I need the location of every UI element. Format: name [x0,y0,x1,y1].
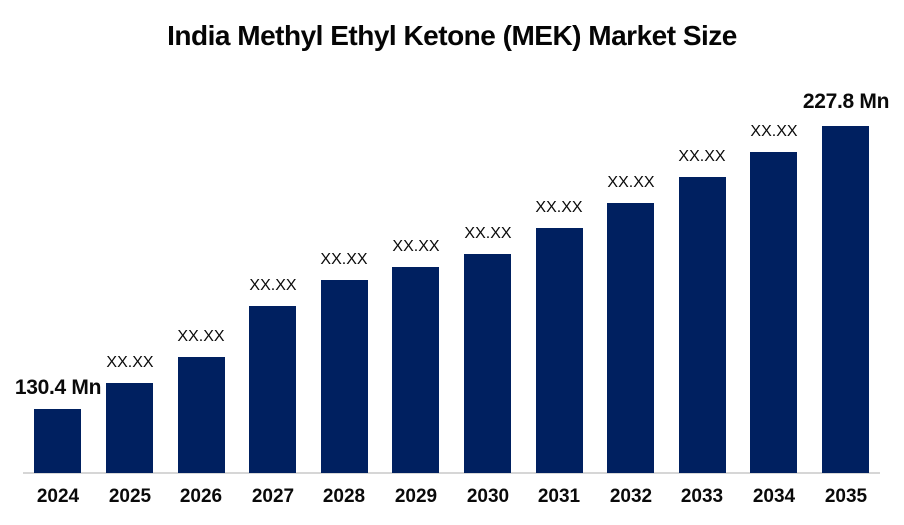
bar-2033 [679,177,726,473]
bar-2029 [392,267,439,473]
bar-value-label-2032: XX.XX [607,174,655,191]
bar-value-label-2034: XX.XX [750,123,798,140]
x-tick-label-2030: 2030 [466,486,510,507]
x-tick-label-2025: 2025 [108,486,152,507]
x-tick-label-2034: 2034 [752,486,796,507]
bar-value-label-2025: XX.XX [106,354,154,371]
bar-2031 [536,228,583,473]
x-tick-label-2024: 2024 [36,486,80,507]
x-tick-label-2035: 2035 [824,486,868,507]
bar-2027 [249,306,296,473]
bar-value-label-2033: XX.XX [678,148,726,165]
bar-value-label-2035: 227.8 Mn [802,90,890,113]
bar-2030 [464,254,511,473]
bar-2032 [607,203,654,473]
bar-value-label-2028: XX.XX [320,251,368,268]
bar-2024 [34,409,81,473]
bar-value-label-2031: XX.XX [535,199,583,216]
x-tick-label-2026: 2026 [179,486,223,507]
x-tick-label-2028: 2028 [322,486,366,507]
x-tick-label-2031: 2031 [537,486,581,507]
bar-value-label-2030: XX.XX [464,225,512,242]
chart-title: India Methyl Ethyl Ketone (MEK) Market S… [167,20,737,51]
bar-2028 [321,280,368,473]
x-axis-line [23,472,880,474]
x-tick-label-2027: 2027 [251,486,295,507]
x-tick-label-2032: 2032 [609,486,653,507]
bar-value-label-2027: XX.XX [249,277,297,294]
bar-value-label-2024: 130.4 Mn [14,376,102,399]
bar-value-label-2026: XX.XX [177,328,225,345]
bar-value-label-2029: XX.XX [392,238,440,255]
x-tick-label-2033: 2033 [680,486,724,507]
bar-2035 [822,126,869,473]
bar-2026 [178,357,225,473]
bar-2025 [106,383,153,473]
bar-2034 [750,152,797,473]
x-tick-label-2029: 2029 [394,486,438,507]
